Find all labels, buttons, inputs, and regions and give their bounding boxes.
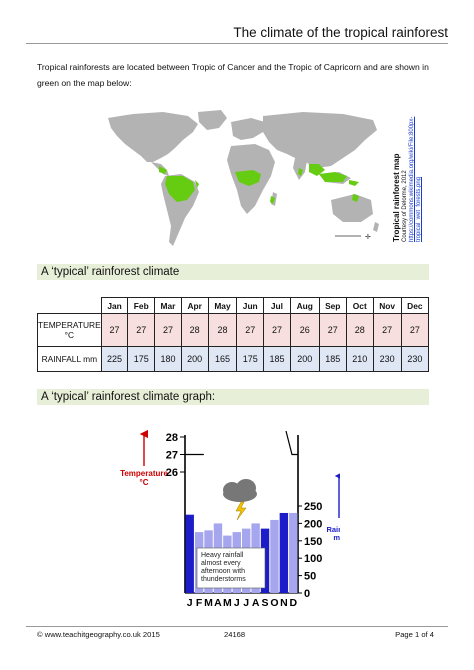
- annotation-text: Heavy rainfall almost every afternoon wi…: [201, 552, 247, 583]
- map-caption-title: Tropical rainforest map: [392, 153, 401, 242]
- table-cell: 210: [345, 346, 374, 372]
- table-cell: 230: [372, 346, 402, 372]
- month-header: Nov: [372, 297, 402, 314]
- footer-copyright: © www.teachitgeography.co.uk 2015: [37, 630, 160, 639]
- temperature-tick-label: 27: [166, 450, 178, 462]
- month-header: Apr: [180, 297, 209, 314]
- rainfall-axis-label: Rainfall: [326, 525, 340, 534]
- month-header: Aug: [289, 297, 320, 314]
- climate-graph: Temperature °C Rainfall mm 28 27 26 250 200 1…: [120, 429, 340, 609]
- table-cell: 230: [400, 346, 430, 372]
- temperature-axis-unit: °C: [140, 478, 149, 487]
- table-cell: 28: [345, 313, 374, 347]
- rainfall-tick-label: 150: [304, 536, 322, 548]
- month-label: J: [243, 597, 249, 609]
- month-header: Jan: [100, 297, 129, 314]
- map-caption-credit: Courtesy of Delorme, 2012: [402, 170, 408, 242]
- month-label: F: [196, 597, 203, 609]
- section-heading-graph: A ‘typical’ rainforest climate graph:: [37, 389, 429, 405]
- table-cell: 27: [236, 313, 265, 347]
- month-label: J: [187, 597, 193, 609]
- table-cell: 27: [263, 313, 291, 347]
- rain-bar: [289, 512, 298, 593]
- climate-table: Jan Feb Mar Apr May Jun Jul Aug Sep Oct …: [37, 297, 430, 372]
- month-header: May: [207, 297, 238, 314]
- rainfall-row-label: RAINFALL mm: [37, 346, 102, 372]
- footer-page-number: Page 1 of 4: [395, 630, 434, 639]
- rainfall-axis-unit: mm: [333, 533, 340, 542]
- page-title: The climate of the tropical rainforest: [233, 25, 448, 40]
- world-map: ✛: [103, 110, 383, 252]
- table-cell: 27: [100, 313, 129, 347]
- rain-bar: [270, 519, 279, 593]
- map-caption: Tropical rainforest map Courtesy of Delo…: [392, 116, 474, 262]
- table-cell: 185: [263, 346, 291, 372]
- lightning-icon: [235, 501, 247, 521]
- world-map-image: ✛: [108, 110, 379, 246]
- month-header: Sep: [318, 297, 347, 314]
- temperature-tick-label: 26: [166, 467, 178, 479]
- title-divider: [26, 43, 448, 44]
- temperature-row-label: TEMPERATURE °C: [37, 313, 102, 347]
- month-header: Jul: [263, 297, 291, 314]
- intro-text: Tropical rainforests are located between…: [37, 62, 429, 88]
- rain-bar: [279, 512, 289, 593]
- rainfall-row: RAINFALL mm 225 175 180 200 165 175 185 …: [37, 346, 430, 372]
- compass-icon: ✛: [365, 233, 371, 241]
- month-header: Oct: [345, 297, 374, 314]
- table-cell: 200: [180, 346, 209, 372]
- rain-bar: [185, 514, 194, 593]
- map-caption-link[interactable]: https://commons.wikimedia.org/wiki/File:…: [409, 116, 422, 242]
- month-header: Jun: [236, 297, 265, 314]
- month-label: A: [252, 597, 260, 609]
- table-cell: 27: [154, 313, 182, 347]
- rainfall-tick-label: 0: [304, 588, 310, 600]
- month-label: S: [262, 597, 269, 609]
- table-cell: 28: [207, 313, 238, 347]
- rainfall-tick-label: 200: [304, 518, 322, 530]
- temperature-line-end: [285, 430, 298, 456]
- table-cell: 175: [127, 346, 156, 372]
- month-header: Mar: [154, 297, 182, 314]
- table-cell: 27: [400, 313, 430, 347]
- table-cell: 27: [372, 313, 402, 347]
- month-header: Dec: [400, 297, 430, 314]
- rainfall-tick-label: 50: [304, 571, 316, 583]
- storm-cloud-icon: [223, 479, 257, 521]
- month-label: M: [204, 597, 213, 609]
- table-cell: 185: [318, 346, 347, 372]
- rainfall-tick-label: 250: [304, 501, 322, 513]
- temperature-axis-label: Temperature: [120, 469, 168, 478]
- table-cell: 27: [127, 313, 156, 347]
- table-corner: [38, 298, 102, 314]
- footer-doc-id: 24168: [224, 630, 246, 639]
- temperature-tick-label: 28: [166, 432, 178, 444]
- month-label: N: [280, 597, 288, 609]
- annotation-box: [196, 547, 266, 589]
- temperature-row: TEMPERATURE °C 27 27 27 28 28 27 27 26 27…: [37, 313, 430, 347]
- table-header-row: Jan Feb Mar Apr May Jun Jul Aug Sep Oct …: [38, 297, 430, 314]
- table-cell: 180: [154, 346, 182, 372]
- section-heading-climate: A ‘typical’ rainforest climate: [37, 264, 429, 280]
- month-label: D: [289, 597, 297, 609]
- table-cell: 225: [100, 346, 129, 372]
- month-label: M: [223, 597, 232, 609]
- month-label: O: [270, 597, 278, 609]
- table-cell: 175: [236, 346, 265, 372]
- table-cell: 27: [318, 313, 347, 347]
- table-cell: 200: [289, 346, 320, 372]
- month-header: Feb: [127, 297, 156, 314]
- month-label: A: [214, 597, 222, 609]
- table-cell: 26: [289, 313, 320, 347]
- footer-divider: [26, 626, 448, 627]
- rainfall-tick-label: 100: [304, 553, 322, 565]
- table-cell: 28: [180, 313, 209, 347]
- table-cell: 165: [207, 346, 238, 372]
- month-label: J: [234, 597, 240, 609]
